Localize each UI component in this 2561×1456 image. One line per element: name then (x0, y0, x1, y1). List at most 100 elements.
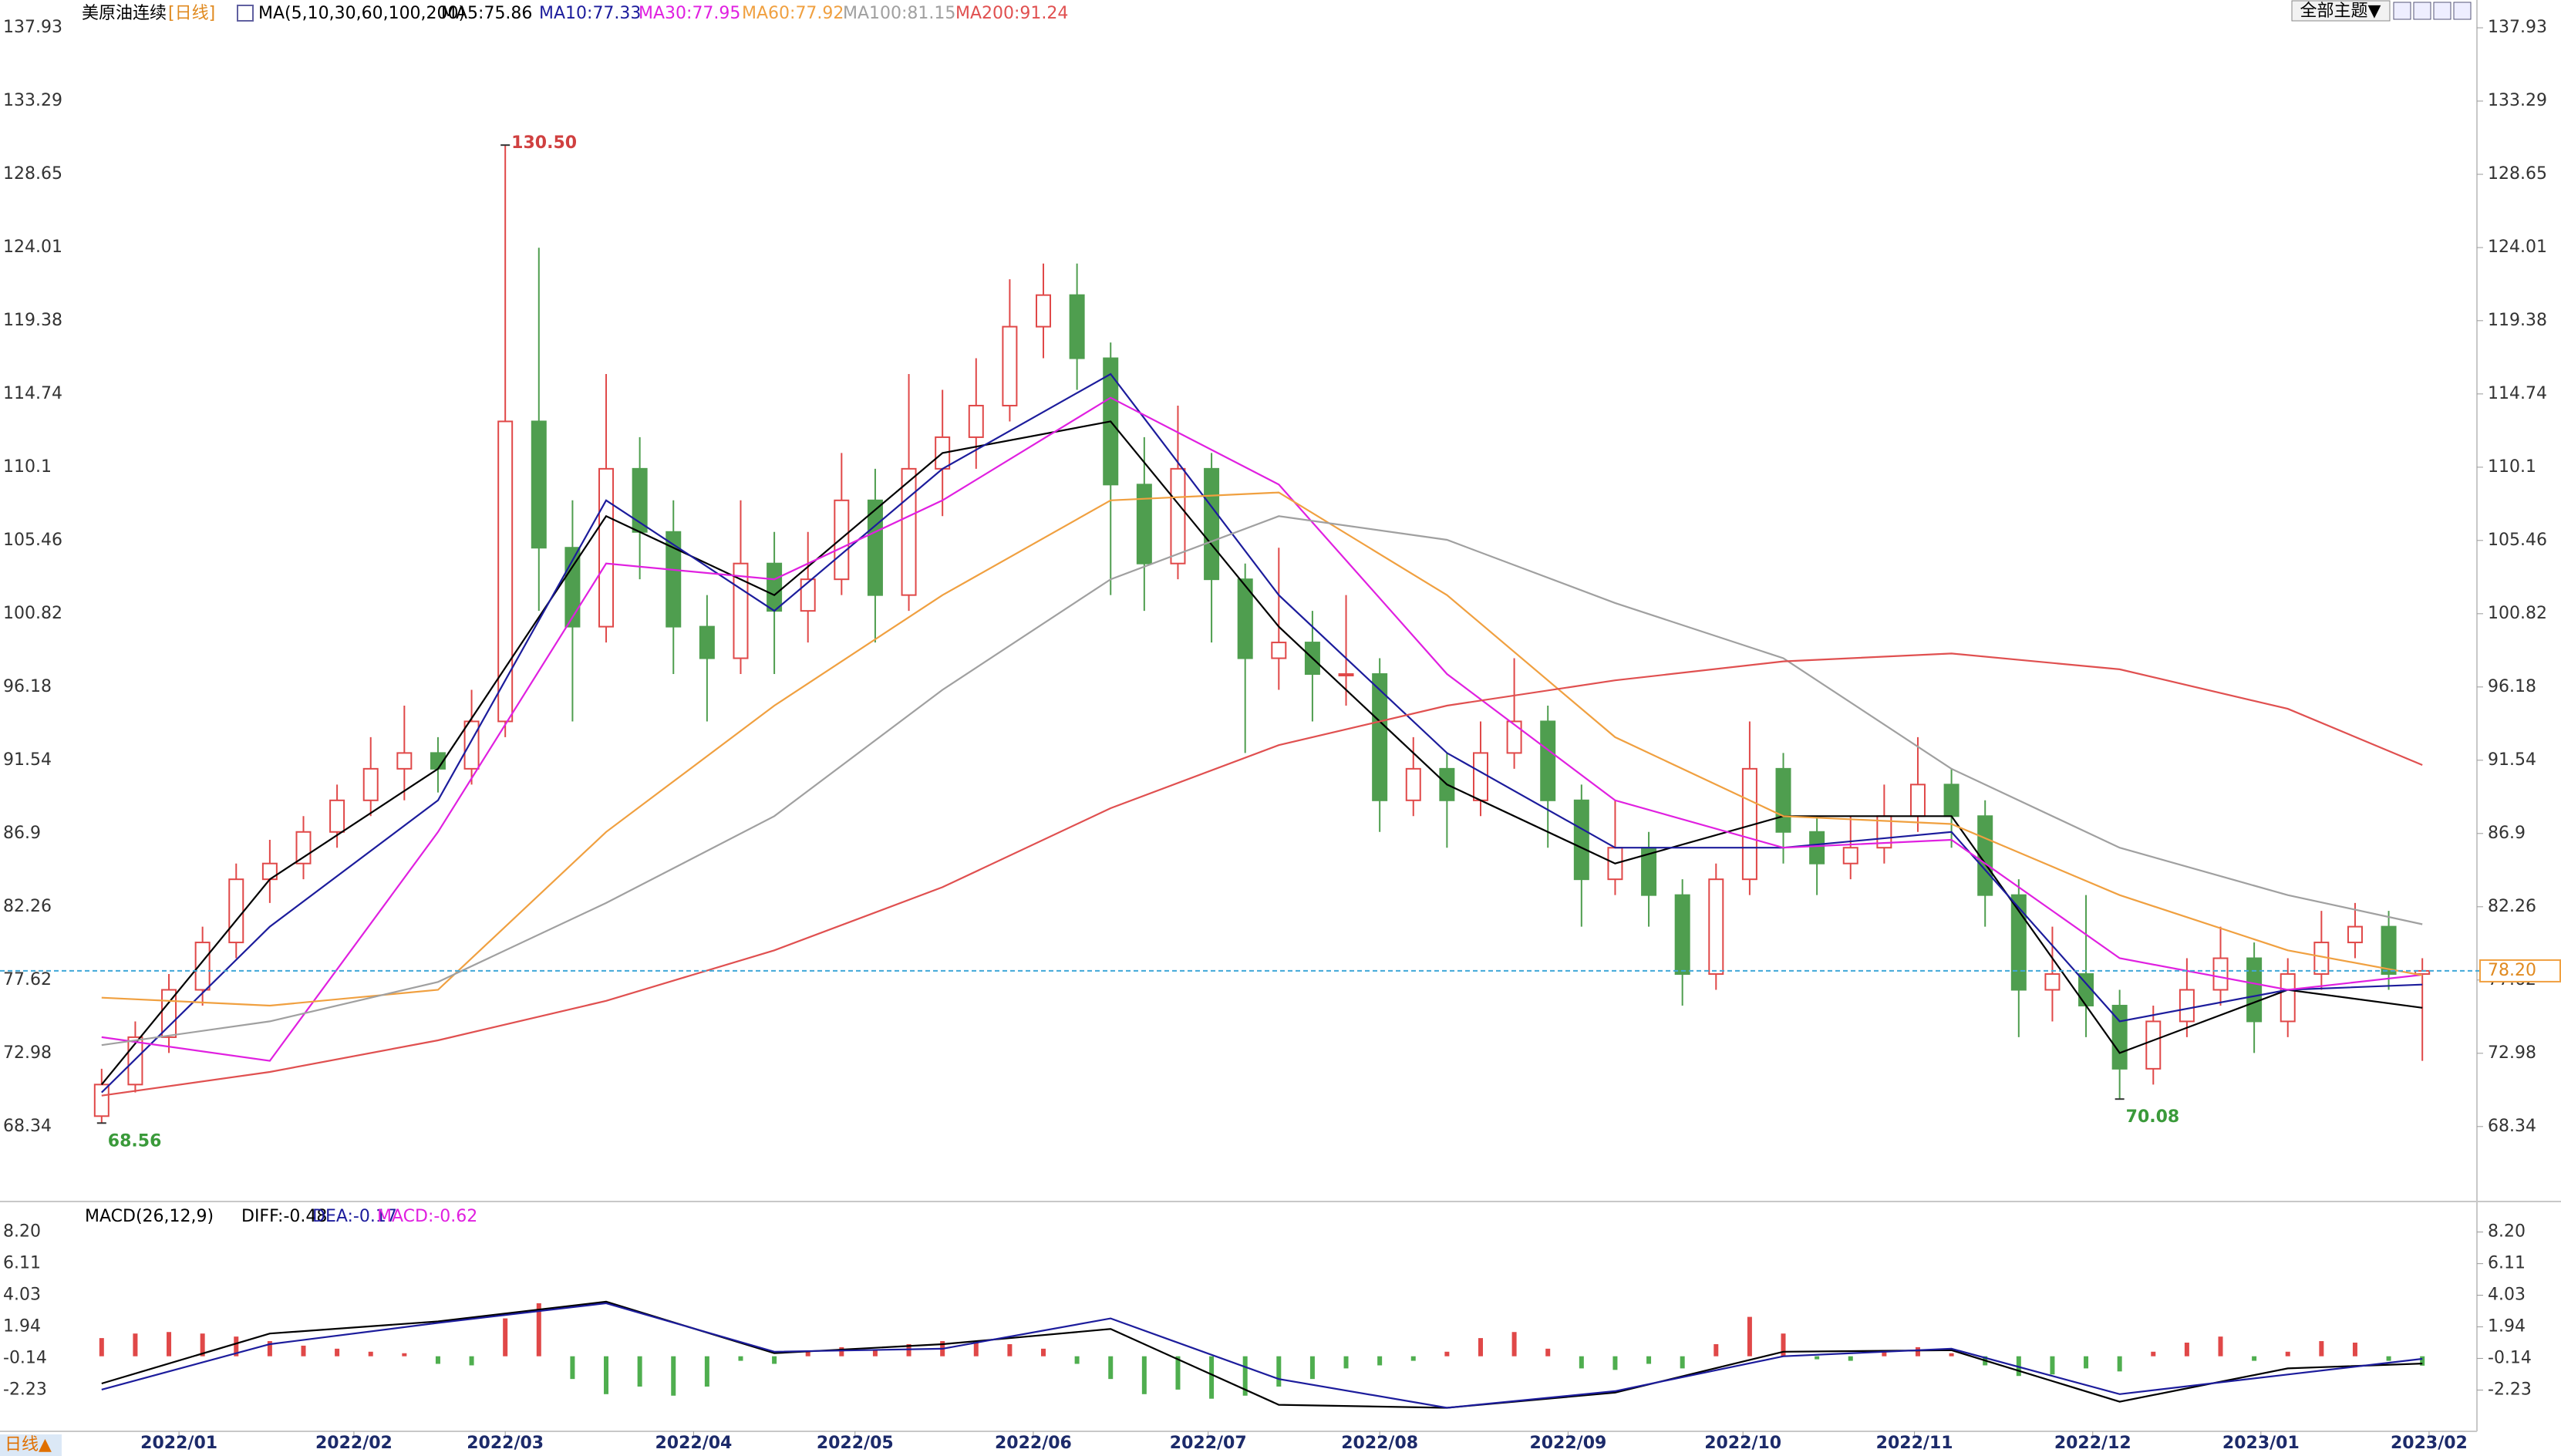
candle-body (1809, 831, 1825, 865)
period-tab-label[interactable]: 日线▲ (5, 1435, 52, 1454)
y-tick-label: 137.93 (3, 18, 62, 37)
candle-body (2212, 957, 2229, 991)
y-tick-label-right: 6.11 (2488, 1254, 2526, 1273)
y-tick-label: 86.9 (3, 824, 41, 843)
y-tick-label-right: 133.29 (2488, 91, 2547, 110)
y-tick-label-right: 72.98 (2488, 1043, 2536, 1063)
macd-bar (604, 1356, 609, 1394)
candle-body (901, 467, 917, 596)
candle-body (1674, 894, 1690, 976)
theme-button[interactable] (2291, 0, 2391, 22)
price-box-label: 78.20 (2488, 961, 2536, 980)
candle-body (2280, 973, 2296, 1023)
ma-line (101, 515, 2423, 1046)
tool-button[interactable] (2433, 2, 2451, 20)
candle-body (1842, 847, 1858, 865)
theme-button-label[interactable]: 全部主题▼ (2300, 2, 2381, 21)
candle-body (1472, 752, 1488, 801)
candle-body (834, 499, 850, 581)
candle-body (1237, 578, 1253, 659)
macd-bar (2184, 1342, 2189, 1357)
macd-bar (1041, 1348, 1046, 1357)
y-tick-label: 110.1 (3, 457, 52, 477)
macd-bar (637, 1356, 642, 1387)
macd-bar (2386, 1356, 2391, 1361)
x-tick-label: 2022/03 (467, 1434, 544, 1453)
macd-bar (1612, 1356, 1618, 1370)
tool-button[interactable] (2393, 2, 2411, 20)
candle-body (666, 531, 682, 628)
y-tick-label-right: 68.34 (2488, 1117, 2536, 1136)
macd-bar (1309, 1356, 1315, 1380)
y-tick-label: 100.82 (3, 604, 62, 623)
candle-body (194, 942, 211, 991)
x-tick-label: 2022/12 (2054, 1434, 2131, 1453)
y-tick-label: 124.01 (3, 238, 62, 257)
candle-body (2246, 957, 2263, 1023)
x-tick-label: 2022/06 (995, 1434, 1072, 1453)
candle-body (968, 404, 984, 438)
macd-bar (99, 1338, 104, 1357)
y-tick-label-right: -0.14 (2488, 1348, 2532, 1367)
x-tick-label: 2022/07 (1170, 1434, 1247, 1453)
macd-bar (2420, 1356, 2425, 1366)
macd-bar (2084, 1356, 2089, 1369)
macd-bar (2252, 1356, 2257, 1361)
candle-body (2044, 973, 2061, 991)
macd-title: MACD(26,12,9) (85, 1207, 214, 1226)
legend-entry: DEA:-0.17 (312, 1207, 397, 1226)
x-tick-label: 2023/01 (2222, 1434, 2300, 1453)
extreme-label: 70.08 (2126, 1107, 2180, 1127)
y-tick-label-right: 124.01 (2488, 238, 2547, 257)
x-tick-label: 2022/05 (817, 1434, 894, 1453)
candle-body (1204, 467, 1220, 581)
macd-bar (2050, 1356, 2055, 1375)
y-tick-label: 128.65 (3, 164, 62, 184)
macd-bar (1882, 1350, 1887, 1357)
tool-button[interactable] (2413, 2, 2431, 20)
y-tick-label-right: 100.82 (2488, 604, 2547, 623)
y-tick-label: -0.14 (3, 1348, 47, 1367)
candle-body (497, 420, 514, 723)
y-tick-label: 105.46 (3, 531, 62, 550)
macd-bar (167, 1332, 172, 1357)
x-tick-label: 2022/02 (315, 1434, 393, 1453)
ma-line (100, 420, 2423, 1085)
x-tick-label: 2022/04 (655, 1434, 732, 1453)
macd-bar (704, 1356, 709, 1387)
candle-body (1540, 720, 1556, 801)
candle-body (2179, 989, 2195, 1023)
candle-body (1136, 484, 1152, 565)
candle-body (699, 625, 715, 659)
macd-bar (2285, 1351, 2290, 1357)
y-tick-label-right: -2.23 (2488, 1380, 2532, 1399)
ma-line (101, 652, 2423, 1097)
macd-bar (1646, 1356, 1652, 1364)
macd-bar (1915, 1346, 1920, 1357)
macd-bar (2218, 1336, 2223, 1357)
y-tick-label: 77.62 (3, 970, 52, 989)
y-tick-label: -2.23 (3, 1380, 47, 1399)
y-tick-label: 1.94 (3, 1317, 41, 1336)
candle-body (598, 467, 615, 628)
macd-bar (738, 1356, 743, 1361)
candle-body (1775, 767, 1791, 833)
candle-body (2381, 925, 2397, 976)
macd-bar (368, 1351, 373, 1357)
period-tab[interactable] (0, 1434, 62, 1456)
ma-line (101, 396, 2423, 1062)
candle-body (2145, 1020, 2162, 1070)
extreme-label: 130.50 (511, 133, 577, 153)
tool-button[interactable] (2453, 2, 2472, 20)
y-tick-label-right: 91.54 (2488, 750, 2536, 770)
candle-body (1708, 878, 1724, 976)
ma-icon[interactable] (237, 5, 254, 22)
macd-bar (872, 1350, 878, 1357)
candle-body (1909, 784, 1926, 817)
candle-body (1002, 325, 1018, 406)
candle-body (2010, 894, 2027, 991)
y-tick-label: 8.20 (3, 1222, 41, 1242)
candle-body (295, 831, 312, 865)
candle-body (800, 578, 816, 612)
